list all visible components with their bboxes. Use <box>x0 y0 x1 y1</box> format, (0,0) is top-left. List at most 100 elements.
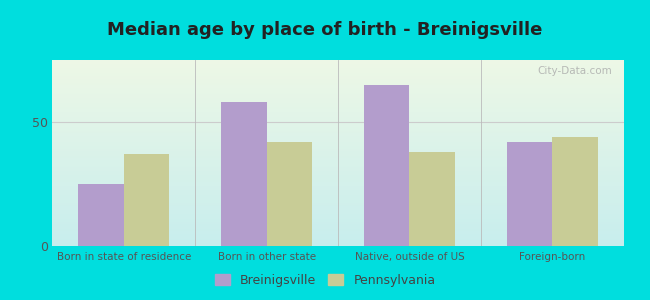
Bar <box>52 204 624 205</box>
Bar <box>52 147 624 148</box>
Bar <box>52 192 624 193</box>
Bar <box>52 227 624 228</box>
Bar <box>52 208 624 209</box>
Bar <box>52 237 624 238</box>
Bar <box>52 89 624 90</box>
Bar <box>410 152 455 246</box>
Bar <box>52 209 624 210</box>
Bar <box>52 76 624 77</box>
Bar <box>52 191 624 192</box>
Bar <box>52 138 624 139</box>
Bar <box>52 102 624 103</box>
Bar <box>52 135 624 136</box>
Bar <box>52 184 624 185</box>
Bar <box>52 91 624 92</box>
Bar <box>52 107 624 108</box>
Bar <box>52 144 624 145</box>
Bar <box>52 243 624 244</box>
Bar <box>52 119 624 120</box>
Bar <box>52 75 624 76</box>
Bar <box>52 218 624 219</box>
Bar <box>52 61 624 62</box>
Bar <box>52 142 624 143</box>
Bar <box>52 150 624 151</box>
Bar <box>52 112 624 113</box>
Bar <box>124 154 170 246</box>
Bar <box>52 170 624 171</box>
Bar <box>52 219 624 220</box>
Bar <box>52 127 624 128</box>
Bar <box>52 220 624 221</box>
Bar <box>52 194 624 195</box>
Bar <box>52 99 624 100</box>
Bar <box>52 216 624 217</box>
Bar <box>52 244 624 245</box>
Bar <box>52 158 624 159</box>
Bar <box>52 193 624 194</box>
Bar <box>52 71 624 72</box>
Bar <box>52 176 624 177</box>
Bar <box>52 123 624 124</box>
Bar <box>52 203 624 204</box>
Bar <box>52 167 624 168</box>
Bar <box>52 151 624 152</box>
Bar <box>52 187 624 188</box>
Bar <box>52 130 624 131</box>
Bar <box>52 228 624 229</box>
Bar <box>52 148 624 149</box>
Bar <box>52 206 624 207</box>
Bar <box>52 152 624 153</box>
Bar <box>52 86 624 87</box>
Bar <box>52 149 624 150</box>
Bar <box>52 67 624 68</box>
Bar <box>52 199 624 200</box>
Bar <box>52 162 624 163</box>
Bar <box>52 168 624 169</box>
Bar <box>52 92 624 94</box>
Bar <box>52 239 624 240</box>
Bar <box>52 233 624 234</box>
Bar <box>52 229 624 230</box>
Bar <box>52 235 624 236</box>
Bar <box>52 84 624 85</box>
Bar <box>52 221 624 222</box>
Bar <box>52 63 624 64</box>
Bar <box>52 189 624 190</box>
Bar <box>52 110 624 111</box>
Text: Median age by place of birth - Breinigsville: Median age by place of birth - Breinigsv… <box>107 21 543 39</box>
Bar <box>52 177 624 178</box>
Legend: Breinigsville, Pennsylvania: Breinigsville, Pennsylvania <box>211 270 439 291</box>
Bar <box>52 214 624 215</box>
Bar <box>52 111 624 112</box>
Bar <box>52 87 624 88</box>
Bar <box>52 224 624 225</box>
Bar <box>52 124 624 125</box>
Bar <box>52 172 624 173</box>
Bar <box>52 95 624 96</box>
Bar <box>52 83 624 84</box>
Bar <box>52 180 624 181</box>
Bar <box>52 79 624 80</box>
Bar <box>52 207 624 208</box>
Bar <box>52 154 624 155</box>
Bar <box>52 171 624 172</box>
Bar <box>52 241 624 242</box>
Bar <box>52 238 624 239</box>
Bar <box>52 141 624 142</box>
Bar <box>52 80 624 81</box>
Bar <box>52 104 624 105</box>
Bar <box>52 155 624 156</box>
Bar <box>52 103 624 104</box>
Bar <box>52 226 624 227</box>
Bar <box>52 118 624 119</box>
Bar <box>52 122 624 123</box>
Bar <box>52 230 624 231</box>
Bar <box>52 165 624 166</box>
Bar <box>52 182 624 183</box>
Bar <box>52 205 624 206</box>
Bar <box>52 125 624 126</box>
Bar <box>52 115 624 116</box>
Bar <box>52 108 624 109</box>
Bar <box>221 102 266 246</box>
Bar <box>52 231 624 232</box>
